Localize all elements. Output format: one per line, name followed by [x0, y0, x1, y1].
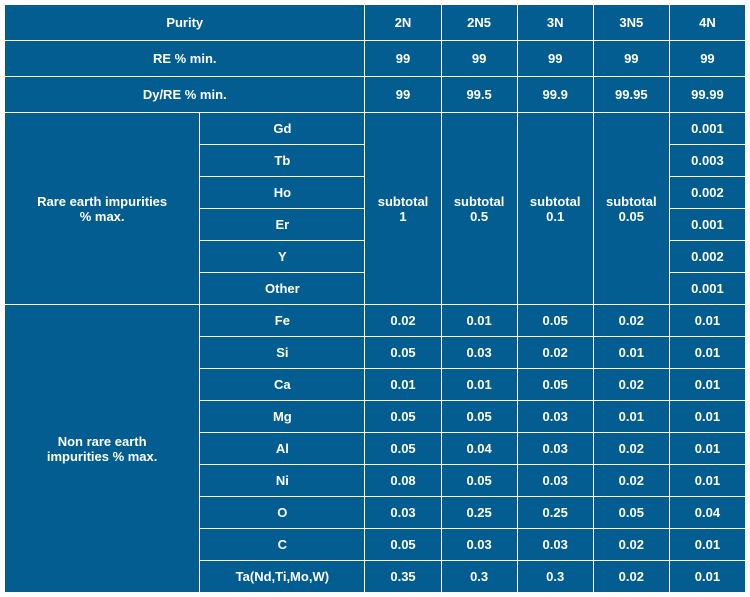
rare-earth-4n-2: 0.002	[669, 177, 745, 209]
nre-2-4: 0.01	[669, 369, 745, 401]
nre-5-0: 0.08	[365, 465, 441, 497]
nre-6-4: 0.04	[669, 497, 745, 529]
nre-5-2: 0.03	[517, 465, 593, 497]
rare-earth-label: Rare earth impurities% max.	[5, 113, 200, 305]
nre-7-0: 0.05	[365, 529, 441, 561]
nre-8-4: 0.01	[669, 561, 745, 593]
nre-0-0: 0.02	[365, 305, 441, 337]
col-header-3: 3N5	[593, 5, 669, 41]
nre-3-2: 0.03	[517, 401, 593, 433]
nre-el-5: Ni	[200, 465, 365, 497]
nre-6-1: 0.25	[441, 497, 517, 529]
rare-earth-el-2: Ho	[200, 177, 365, 209]
nre-el-4: Al	[200, 433, 365, 465]
nre-el-8: Ta(Nd,Ti,Mo,W)	[200, 561, 365, 593]
rare-earth-subtotal-1: subtotal0.5	[441, 113, 517, 305]
nre-6-2: 0.25	[517, 497, 593, 529]
nre-5-4: 0.01	[669, 465, 745, 497]
col-header-0: 2N	[365, 5, 441, 41]
dyre-min-1: 99.5	[441, 77, 517, 113]
nre-2-2: 0.05	[517, 369, 593, 401]
row-re-min-label: RE % min.	[5, 41, 365, 77]
rare-earth-el-0: Gd	[200, 113, 365, 145]
re-min-1: 99	[441, 41, 517, 77]
nre-el-2: Ca	[200, 369, 365, 401]
nre-7-3: 0.02	[593, 529, 669, 561]
nre-3-1: 0.05	[441, 401, 517, 433]
header-purity: Purity	[5, 5, 365, 41]
row-dyre-min-label: Dy/RE % min.	[5, 77, 365, 113]
dyre-min-0: 99	[365, 77, 441, 113]
nre-5-1: 0.05	[441, 465, 517, 497]
nre-4-3: 0.02	[593, 433, 669, 465]
rare-earth-el-3: Er	[200, 209, 365, 241]
rare-earth-4n-4: 0.002	[669, 241, 745, 273]
col-header-1: 2N5	[441, 5, 517, 41]
nre-4-0: 0.05	[365, 433, 441, 465]
nre-4-1: 0.04	[441, 433, 517, 465]
nre-8-2: 0.3	[517, 561, 593, 593]
nre-8-3: 0.02	[593, 561, 669, 593]
rare-earth-4n-3: 0.001	[669, 209, 745, 241]
nre-3-3: 0.01	[593, 401, 669, 433]
re-min-4: 99	[669, 41, 745, 77]
rare-earth-subtotal-0: subtotal1	[365, 113, 441, 305]
nre-el-0: Fe	[200, 305, 365, 337]
nre-el-1: Si	[200, 337, 365, 369]
nre-7-1: 0.03	[441, 529, 517, 561]
rare-earth-el-5: Other	[200, 273, 365, 305]
nre-4-4: 0.01	[669, 433, 745, 465]
nre-1-4: 0.01	[669, 337, 745, 369]
nre-2-3: 0.02	[593, 369, 669, 401]
nre-1-0: 0.05	[365, 337, 441, 369]
nre-2-1: 0.01	[441, 369, 517, 401]
nre-0-2: 0.05	[517, 305, 593, 337]
col-header-2: 3N	[517, 5, 593, 41]
non-rare-earth-label: Non rare earthimpurities % max.	[5, 305, 200, 593]
dyre-min-4: 99.99	[669, 77, 745, 113]
rare-earth-4n-0: 0.001	[669, 113, 745, 145]
nre-6-0: 0.03	[365, 497, 441, 529]
nre-1-2: 0.02	[517, 337, 593, 369]
nre-8-0: 0.35	[365, 561, 441, 593]
nre-1-1: 0.03	[441, 337, 517, 369]
nre-7-4: 0.01	[669, 529, 745, 561]
nre-4-2: 0.03	[517, 433, 593, 465]
rare-earth-el-1: Tb	[200, 145, 365, 177]
rare-earth-4n-1: 0.003	[669, 145, 745, 177]
rare-earth-subtotal-3: subtotal0.05	[593, 113, 669, 305]
nre-el-6: O	[200, 497, 365, 529]
nre-0-1: 0.01	[441, 305, 517, 337]
nre-2-0: 0.01	[365, 369, 441, 401]
purity-spec-table: Purity2N2N53N3N54NRE % min.9999999999Dy/…	[4, 4, 746, 593]
dyre-min-2: 99.9	[517, 77, 593, 113]
col-header-4: 4N	[669, 5, 745, 41]
nre-el-7: C	[200, 529, 365, 561]
re-min-0: 99	[365, 41, 441, 77]
nre-3-4: 0.01	[669, 401, 745, 433]
nre-el-3: Mg	[200, 401, 365, 433]
nre-8-1: 0.3	[441, 561, 517, 593]
nre-0-4: 0.01	[669, 305, 745, 337]
re-min-3: 99	[593, 41, 669, 77]
nre-0-3: 0.02	[593, 305, 669, 337]
rare-earth-el-4: Y	[200, 241, 365, 273]
nre-6-3: 0.05	[593, 497, 669, 529]
dyre-min-3: 99.95	[593, 77, 669, 113]
nre-1-3: 0.01	[593, 337, 669, 369]
rare-earth-subtotal-2: subtotal0.1	[517, 113, 593, 305]
re-min-2: 99	[517, 41, 593, 77]
nre-3-0: 0.05	[365, 401, 441, 433]
nre-5-3: 0.02	[593, 465, 669, 497]
rare-earth-4n-5: 0.001	[669, 273, 745, 305]
nre-7-2: 0.03	[517, 529, 593, 561]
